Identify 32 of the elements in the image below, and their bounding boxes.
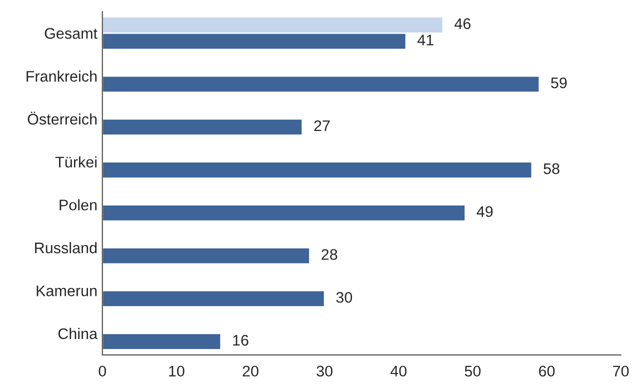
x-tick-label: 70 — [613, 366, 629, 377]
y-tick-label: China — [58, 328, 98, 340]
data-label: 58 — [544, 163, 560, 174]
y-tick-label: Türkei — [55, 156, 97, 168]
y-tick-label: Polen — [60, 199, 97, 210]
y-tick-label: Gesamt — [44, 28, 98, 39]
bar — [102, 118, 304, 136]
bar — [102, 332, 222, 350]
data-label: 46 — [454, 18, 470, 30]
bar — [102, 246, 310, 265]
bar — [102, 290, 326, 308]
data-label: 30 — [336, 292, 352, 303]
x-tick-label: 60 — [539, 366, 555, 377]
x-tick-label: 10 — [169, 366, 184, 377]
bar — [102, 75, 540, 94]
bar — [102, 204, 466, 222]
data-label: 16 — [233, 334, 248, 346]
data-label: 49 — [476, 206, 493, 217]
y-tick-label: Russland — [35, 242, 97, 254]
y-tick-label: Österreich — [28, 112, 97, 125]
y-tick-label: Frankreich — [26, 70, 97, 82]
data-label: 28 — [322, 249, 338, 260]
x-tick-label: 0 — [98, 366, 106, 377]
data-label: 59 — [551, 77, 567, 88]
bar — [102, 161, 533, 179]
x-tick-label: 50 — [464, 366, 481, 377]
x-tick-label: 20 — [242, 366, 258, 377]
x-tick-label: 30 — [316, 366, 332, 377]
data-label: 41 — [417, 34, 434, 46]
data-label: 27 — [314, 120, 330, 132]
x-tick-label: 40 — [390, 366, 407, 377]
y-tick-label: Kamerun — [36, 286, 97, 296]
